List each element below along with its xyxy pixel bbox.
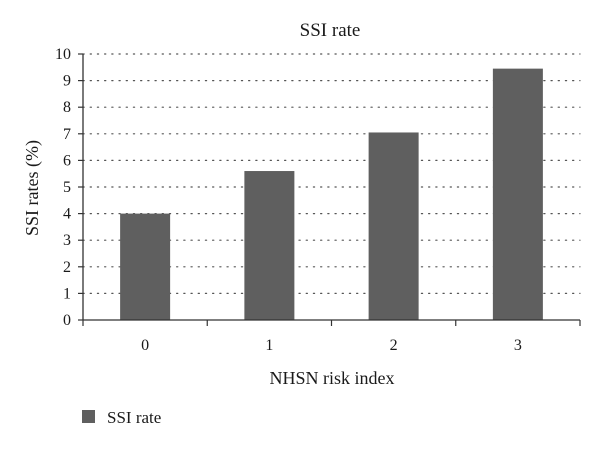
- y-tick-label: 9: [63, 73, 71, 90]
- y-tick-label: 8: [63, 99, 71, 116]
- bars: [120, 68, 543, 320]
- x-tick-label: 2: [390, 337, 398, 354]
- y-axis-label: SSI rates (%): [22, 140, 43, 236]
- legend: SSI rate: [82, 408, 161, 427]
- y-tick-label: 4: [63, 206, 71, 223]
- x-tick-label: 1: [265, 337, 273, 354]
- y-tick-label: 2: [63, 259, 71, 276]
- y-tick-label: 3: [63, 232, 71, 249]
- y-tick-label: 7: [63, 126, 71, 143]
- legend-label: SSI rate: [107, 408, 161, 427]
- bar-2: [368, 132, 419, 320]
- legend-swatch: [82, 410, 95, 423]
- bar-0: [120, 213, 171, 320]
- x-tick-label: 3: [514, 337, 522, 354]
- chart-title: SSI rate: [300, 20, 361, 41]
- bar-1: [244, 171, 295, 320]
- axes: [78, 53, 581, 326]
- y-tick-label: 1: [63, 285, 71, 302]
- y-tick-label: 10: [55, 46, 71, 63]
- y-tick-label: 6: [63, 152, 71, 169]
- bar-3: [492, 68, 543, 320]
- y-tick-label: 5: [63, 179, 71, 196]
- y-tick-labels: 0 1 2 3 4 5 6 7 8 9 10: [55, 46, 71, 329]
- x-tick-labels: 0 1 2 3: [141, 337, 522, 354]
- x-axis-label: NHSN risk index: [270, 368, 395, 388]
- y-tick-label: 0: [63, 312, 71, 329]
- x-tick-label: 0: [141, 337, 149, 354]
